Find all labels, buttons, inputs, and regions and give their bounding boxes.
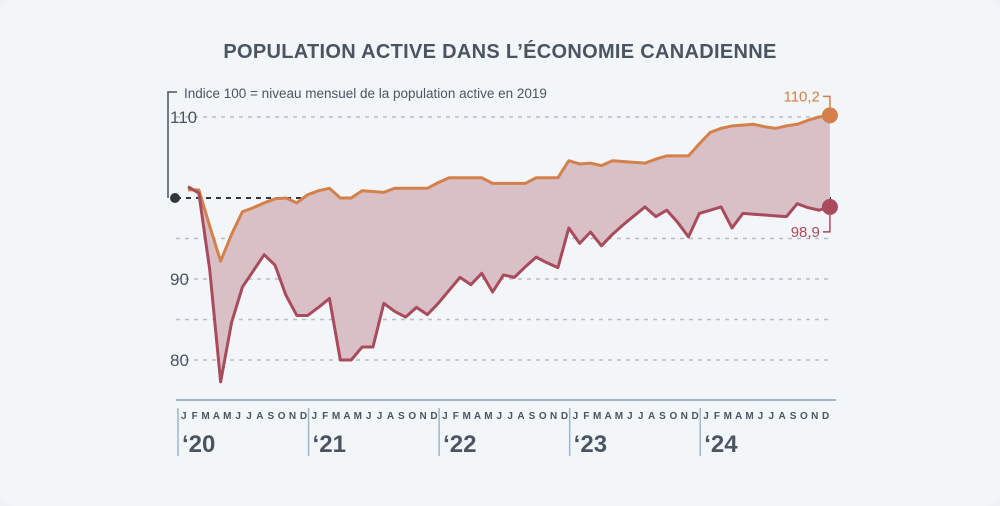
month-label: A (213, 411, 221, 422)
month-label: S (659, 411, 666, 422)
month-label: A (517, 411, 525, 422)
series-end-dot (821, 107, 838, 124)
month-label: O (669, 411, 677, 422)
bracket-line (167, 91, 177, 198)
month-label: J (312, 411, 318, 422)
month-label: A (256, 411, 264, 422)
month-label: M (615, 411, 624, 422)
month-label: O (800, 411, 808, 422)
x-axis: J F M A M J J A S O N D‘20J F M A M J J A S O N D‘21J F M A M J J A S O… (176, 399, 836, 458)
month-label: J (442, 411, 448, 422)
gap-area (188, 115, 830, 382)
month-label: A (779, 411, 787, 422)
month-label: D (430, 411, 438, 422)
month-label: M (484, 411, 493, 422)
month-label: M (354, 411, 363, 422)
chart-title: POPULATION ACTIVE DANS L’ÉCONOMIE CANADI… (223, 40, 776, 63)
year-label: ‘21 (313, 431, 346, 458)
y-tick-label: 90 (170, 270, 189, 289)
month-label: N (419, 411, 427, 422)
month-label: D (300, 411, 308, 422)
month-label: J (377, 411, 383, 422)
month-label: M (201, 411, 210, 422)
month-label: F (322, 411, 329, 422)
month-label: M (332, 411, 341, 422)
month-label: J (638, 411, 644, 422)
month-label: O (539, 411, 547, 422)
month-label: O (408, 411, 416, 422)
year-label: ‘22 (443, 431, 476, 458)
baseline-annotation-bracket (167, 91, 180, 203)
month-label: A (604, 411, 612, 422)
month-label: A (648, 411, 656, 422)
month-label: M (593, 411, 602, 422)
month-label: J (758, 411, 764, 422)
month-label: M (223, 411, 232, 422)
month-label: N (811, 411, 819, 422)
month-label: S (267, 411, 274, 422)
month-label: F (192, 411, 199, 422)
series-end-dot (821, 198, 838, 215)
month-label: D (561, 411, 569, 422)
series-end-label: 98,9 (791, 224, 820, 241)
month-label: S (529, 411, 536, 422)
month-label: M (462, 411, 471, 422)
month-label: S (790, 411, 797, 422)
month-label: J (573, 411, 579, 422)
month-label: M (724, 411, 733, 422)
month-label: N (289, 411, 297, 422)
y-tick-label: 80 (170, 351, 189, 370)
month-label: N (550, 411, 558, 422)
month-label: A (474, 411, 482, 422)
month-label: J (627, 411, 633, 422)
month-label: N (681, 411, 689, 422)
y-tick-label: 110 (170, 108, 197, 127)
month-label: O (278, 411, 286, 422)
month-label: J (507, 411, 513, 422)
month-label: A (735, 411, 743, 422)
series-line-2 (187, 185, 831, 384)
month-label: F (714, 411, 721, 422)
baseline-note: Indice 100 = niveau mensuel de la popula… (184, 86, 547, 101)
month-label: D (691, 411, 699, 422)
baseline-dot (170, 193, 180, 203)
month-label: F (583, 411, 590, 422)
month-label: M (745, 411, 754, 422)
end-label-leader (822, 214, 831, 233)
month-label: A (387, 411, 395, 422)
month-label: A (343, 411, 351, 422)
month-label: J (181, 411, 187, 422)
month-label: J (246, 411, 252, 422)
month-label: J (768, 411, 774, 422)
month-label: J (703, 411, 709, 422)
series-end-label: 110,2 (783, 88, 819, 105)
month-label: J (235, 411, 241, 422)
year-label: ‘23 (574, 431, 607, 458)
end-label-leader (822, 95, 831, 108)
month-label: J (496, 411, 502, 422)
year-label: ‘20 (182, 431, 215, 458)
series-line-1 (188, 113, 831, 263)
month-label: D (822, 411, 830, 422)
month-label: F (453, 411, 460, 422)
month-label: S (398, 411, 405, 422)
year-label: ‘24 (704, 431, 738, 458)
month-label: J (366, 411, 372, 422)
